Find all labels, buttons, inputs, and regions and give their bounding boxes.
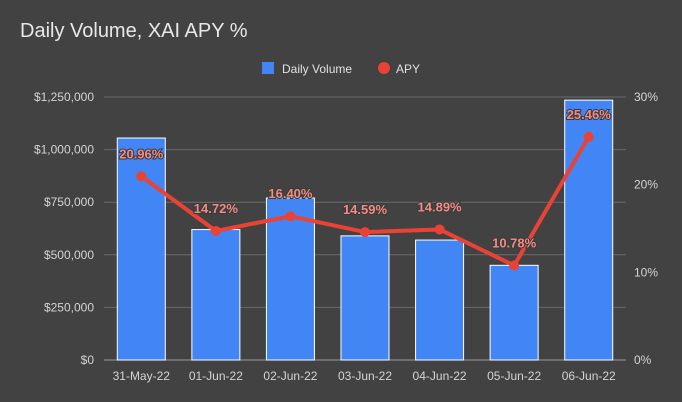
- apy-point: [360, 227, 370, 238]
- y-left-tick-label: $0: [81, 353, 95, 367]
- apy-data-label: 25.46%: [567, 107, 612, 122]
- legend-label-apy: APY: [396, 62, 420, 76]
- apy-point: [210, 225, 221, 236]
- apy-data-label: 16.40%: [268, 186, 313, 201]
- apy-data-label: 10.78%: [492, 235, 537, 250]
- apy-point: [583, 131, 594, 142]
- bar: [489, 264, 539, 361]
- y-right-tick-label: 30%: [634, 90, 658, 104]
- legend-label-daily-volume: Daily Volume: [282, 62, 352, 76]
- x-tick-label: 05-Jun-22: [487, 369, 541, 383]
- legend-swatch-daily-volume: [262, 62, 274, 74]
- x-tick-label: 04-Jun-22: [413, 369, 467, 383]
- x-tick-label: 01-Jun-22: [189, 369, 243, 383]
- x-tick-label: 02-Jun-22: [263, 369, 317, 383]
- x-tick-label: 06-Jun-22: [562, 369, 616, 383]
- x-tick-label: 03-Jun-22: [338, 369, 392, 383]
- legend-swatch-apy: [378, 62, 390, 74]
- y-right-tick-label: 10%: [634, 265, 658, 279]
- y-left-tick-label: $1,000,000: [34, 143, 94, 157]
- y-right-tick-label: 0%: [634, 353, 652, 367]
- chart-title: Daily Volume, XAI APY %: [20, 20, 248, 42]
- bar: [564, 99, 614, 361]
- bar: [191, 229, 241, 361]
- bar: [265, 197, 315, 361]
- bar: [340, 235, 390, 361]
- apy-point: [136, 171, 147, 182]
- x-tick-label: 31-May-22: [113, 369, 171, 383]
- y-right-tick-label: 20%: [634, 178, 658, 192]
- apy-data-label: 14.59%: [343, 202, 388, 217]
- apy-point: [285, 211, 296, 222]
- y-left-tick-label: $750,000: [44, 195, 94, 209]
- y-left-tick-label: $1,250,000: [34, 90, 94, 104]
- apy-point: [434, 224, 445, 235]
- apy-data-label: 14.72%: [194, 201, 239, 216]
- y-left-tick-label: $250,000: [44, 300, 94, 314]
- apy-point: [509, 260, 520, 271]
- apy-data-label: 14.89%: [418, 199, 463, 214]
- apy-data-label: 20.96%: [119, 146, 164, 161]
- bar: [415, 239, 465, 361]
- y-left-tick-label: $500,000: [44, 248, 94, 262]
